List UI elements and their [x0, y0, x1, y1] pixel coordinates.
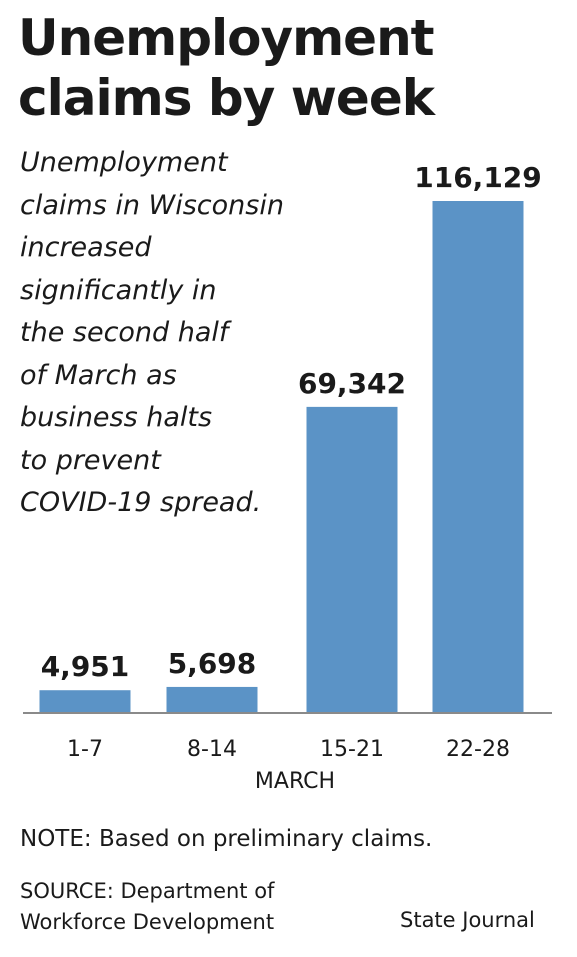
bar-value-label: 69,342: [298, 367, 406, 400]
chart-description: Unemployment claims in Wisconsin increas…: [20, 142, 295, 525]
description-line: significantly in: [20, 274, 217, 306]
description-line: of March as: [20, 359, 177, 391]
x-tick-label: 8-14: [187, 737, 237, 762]
x-axis-label: MARCH: [255, 769, 335, 794]
chart-note: NOTE: Based on preliminary claims.: [20, 826, 433, 852]
bar-value-label: 4,951: [41, 650, 130, 683]
description-line: Unemployment: [20, 147, 228, 178]
x-tick-label: 1-7: [67, 737, 103, 762]
description-line: claims in Wisconsin: [20, 189, 284, 221]
bar: [432, 201, 524, 712]
bar-chart: 4,951 1-7 5,698 8-14 69,342 15-21 116,129 22-28…: [23, 161, 552, 794]
publication-credit: State Journal: [400, 908, 535, 932]
source-line: Workforce Development: [20, 910, 275, 934]
bar: [39, 690, 131, 712]
x-tick-label: 22-28: [446, 737, 510, 762]
chart-source: SOURCE: Department of Workforce Developm…: [20, 876, 274, 938]
description-line: to prevent: [20, 444, 161, 476]
source-line: SOURCE: Department of: [20, 879, 275, 903]
description-line: the second half: [20, 317, 229, 348]
x-tick-label: 15-21: [320, 737, 384, 762]
chart-title: Unemployment claims by week: [18, 8, 568, 128]
bar-value-label: 116,129: [414, 161, 542, 194]
description-line: business halts: [20, 402, 213, 433]
description-line: increased: [20, 232, 152, 263]
bar-value-label: 5,698: [168, 647, 257, 680]
chart-title-line-1: Unemployment: [18, 9, 435, 67]
description-line: COVID-19 spread.: [20, 487, 262, 518]
bar: [306, 406, 398, 712]
bar: [166, 686, 258, 712]
chart-title-line-2: claims by week: [18, 69, 435, 127]
